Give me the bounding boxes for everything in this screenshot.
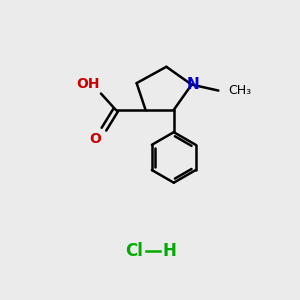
Text: CH₃: CH₃ xyxy=(228,84,251,97)
Text: N: N xyxy=(187,77,200,92)
Text: O: O xyxy=(90,132,102,145)
Text: Cl: Cl xyxy=(125,242,142,260)
Text: H: H xyxy=(162,242,176,260)
Text: OH: OH xyxy=(76,77,100,91)
